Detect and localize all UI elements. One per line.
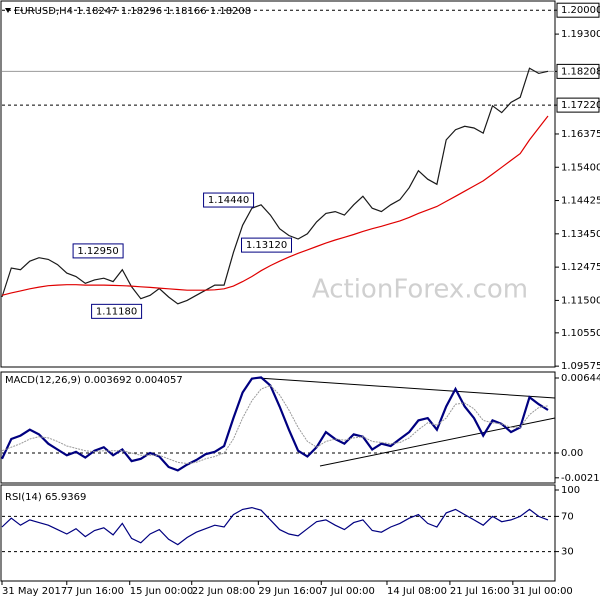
x-tick-label: 21 Jul 16:00 bbox=[450, 586, 510, 597]
x-tick-label: 29 Jun 16:00 bbox=[258, 586, 322, 597]
annotation-box bbox=[241, 237, 293, 253]
y-tick-label: 100 bbox=[561, 485, 580, 496]
y-tick-label: 0.006449 bbox=[561, 373, 600, 384]
y-tick-label: -0.002134 bbox=[561, 473, 600, 484]
annotation-label: 1.12950 bbox=[77, 246, 118, 257]
series-line bbox=[1, 67, 549, 305]
y-tick-label: 1.19300 bbox=[561, 29, 600, 40]
x-tick-label: 15 Jun 00:00 bbox=[130, 586, 194, 597]
y-tick-label: 1.20000 bbox=[561, 5, 600, 16]
y-tick-label: 1.17220 bbox=[561, 100, 600, 111]
x-tick-label: 14 Jul 08:00 bbox=[387, 586, 447, 597]
annotation-label: 1.11180 bbox=[96, 306, 137, 317]
x-tick-label: 7 Jun 16:00 bbox=[67, 586, 124, 597]
x-tick-label: 7 Jul 00:00 bbox=[321, 586, 375, 597]
y-tick-box bbox=[556, 63, 600, 79]
y-tick-label: 1.16375 bbox=[561, 129, 600, 140]
y-tick-label: 1.14425 bbox=[561, 196, 600, 207]
y-tick-label: 1.15400 bbox=[561, 162, 600, 173]
y-tick-label: 70 bbox=[561, 511, 574, 522]
y-tick-label: 1.10550 bbox=[561, 328, 600, 339]
price-panel bbox=[0, 0, 556, 368]
y-tick-box bbox=[556, 97, 600, 113]
x-tick-label: 31 May 2017 bbox=[2, 586, 67, 597]
y-tick-label: 30 bbox=[561, 547, 574, 558]
y-tick-label: 0.00 bbox=[561, 448, 583, 459]
annotation-box bbox=[91, 303, 143, 319]
trend-line bbox=[257, 377, 556, 399]
watermark: ActionForex.com bbox=[312, 275, 528, 305]
series-line bbox=[1, 115, 549, 296]
panel-title: MACD(12,26,9) 0.003692 0.004057 bbox=[5, 375, 183, 386]
series-line bbox=[1, 506, 549, 546]
annotation-label: 1.14440 bbox=[208, 195, 249, 206]
trend-line bbox=[319, 417, 556, 467]
macd-panel bbox=[0, 371, 556, 484]
annotation-box bbox=[72, 243, 124, 259]
y-tick-label: 1.09575 bbox=[561, 361, 600, 372]
panel-title: EURUSD,H4 1.18247 1.18296 1.18166 1.1820… bbox=[14, 6, 251, 17]
rsi-panel bbox=[0, 484, 556, 582]
annotation-box bbox=[203, 192, 255, 208]
series-line bbox=[1, 376, 549, 472]
series-line bbox=[1, 384, 549, 465]
panel-title: RSI(14) 65.9369 bbox=[5, 492, 86, 503]
annotation-label: 1.13120 bbox=[246, 240, 287, 251]
y-tick-label: 1.12475 bbox=[561, 262, 600, 273]
x-tick-label: 31 Jul 00:00 bbox=[513, 586, 573, 597]
y-tick-label: 1.18208 bbox=[561, 66, 600, 77]
y-tick-box bbox=[556, 2, 600, 18]
y-tick-label: 1.13450 bbox=[561, 229, 600, 240]
x-tick-label: 22 Jun 08:00 bbox=[192, 586, 256, 597]
y-tick-label: 1.11500 bbox=[561, 295, 600, 306]
